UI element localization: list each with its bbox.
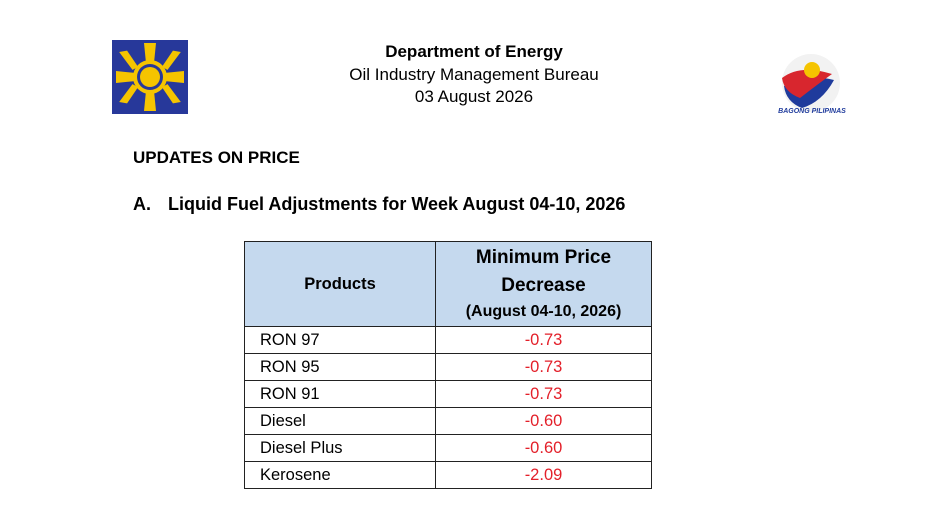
price-cell: -0.60 — [435, 434, 652, 462]
price-cell: -0.73 — [435, 380, 652, 408]
item-title: Liquid Fuel Adjustments for Week August … — [168, 194, 626, 214]
table-row: Kerosene -2.09 — [244, 461, 652, 489]
table-row: RON 95 -0.73 — [244, 353, 652, 381]
header-products: Products — [244, 241, 436, 327]
table-row: RON 97 -0.73 — [244, 326, 652, 354]
bureau: Oil Industry Management Bureau — [349, 65, 599, 84]
item-letter: A. — [133, 194, 151, 214]
org-title: Department of Energy — [385, 42, 563, 61]
section-heading: UPDATES ON PRICE — [133, 148, 300, 167]
date: 03 August 2026 — [414, 87, 534, 106]
price-cell: -0.73 — [435, 353, 652, 381]
table-row: RON 91 -0.73 — [244, 380, 652, 408]
bagong-pilipinas-logo — [782, 54, 840, 112]
logo-text: BAGONG PILIPINAS — [778, 108, 846, 115]
price-cell: -0.60 — [435, 407, 652, 435]
price-cell: -0.73 — [435, 326, 652, 354]
header-price: Minimum Price Decrease (August 04-10, 2026… — [435, 241, 652, 327]
header-price-line: Decrease — [501, 275, 586, 296]
table-row: Diesel -0.60 — [244, 407, 652, 435]
doe-logo — [112, 40, 188, 114]
product-cell: Diesel Plus — [244, 434, 436, 462]
product-cell: RON 97 — [244, 326, 436, 354]
product-cell: Diesel — [244, 407, 436, 435]
header-price-line: (August 04-10, 2026) — [465, 303, 622, 320]
price-cell: -2.09 — [435, 461, 652, 489]
product-cell: RON 91 — [244, 380, 436, 408]
header-price-line: Minimum Price — [475, 247, 612, 268]
price-table: Products Minimum Price Decrease (August 04… — [244, 241, 652, 489]
table-row: Diesel Plus -0.60 — [244, 434, 652, 462]
product-cell: Kerosene — [244, 461, 436, 489]
product-cell: RON 95 — [244, 353, 436, 381]
